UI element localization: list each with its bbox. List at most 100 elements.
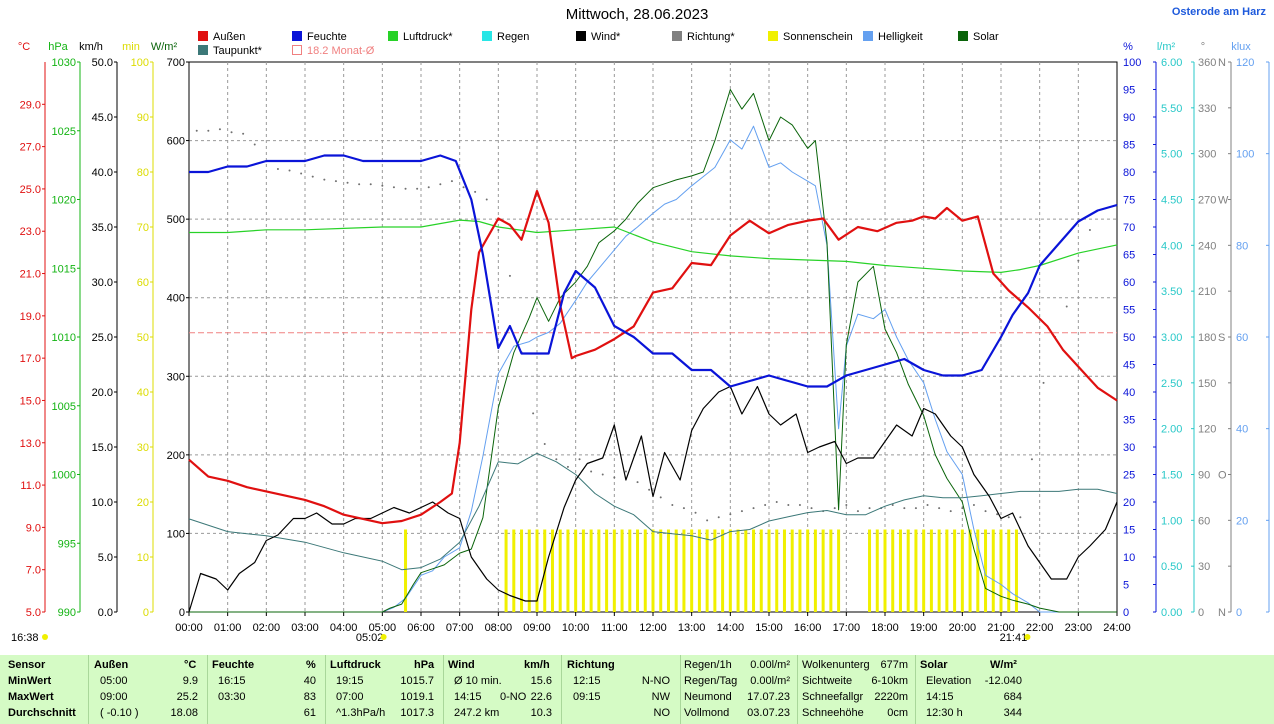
legend-swatch <box>292 31 302 41</box>
direction-point <box>1007 516 1010 519</box>
footer-luftdruck-unit: hPa <box>414 659 435 671</box>
legend-label: 18.2 Monat-Ø <box>307 45 375 57</box>
sunshine-bar <box>1014 529 1018 612</box>
sunshine-bar <box>767 529 771 612</box>
y-tick-label-rain: 2.50 <box>1161 378 1182 390</box>
footer-solar-val: 344 <box>1003 707 1022 719</box>
direction-point <box>253 143 256 146</box>
legend-swatch <box>576 31 586 41</box>
x-tick-label: 13:00 <box>678 622 706 634</box>
sunshine-bar <box>728 529 732 612</box>
sunshine-bar <box>690 529 694 612</box>
footer-wind-val: 15.6 <box>530 675 552 687</box>
sunshine-bar <box>697 529 701 612</box>
sunshine-bar <box>782 529 786 612</box>
y-tick-label-rain: 5.50 <box>1161 103 1182 115</box>
x-tick-label: 11:00 <box>601 622 628 634</box>
y-tick-label-brightness: 0 <box>1236 607 1242 619</box>
y-tick-label-sunshine: 40 <box>137 387 149 399</box>
direction-point <box>694 511 697 514</box>
y-tick-label-temp: 15.0 <box>20 395 41 407</box>
x-tick-label: 21:00 <box>987 622 1015 634</box>
y-tick-label-sunshine: 30 <box>137 442 149 454</box>
footer-richt-val: NW <box>651 691 670 703</box>
sunshine-bar <box>976 529 980 612</box>
legend-swatch <box>292 45 302 55</box>
y-tick-label-wind: 30.0 <box>92 277 113 289</box>
y-tick-label-pressure: 1015 <box>52 263 76 275</box>
footer-label: MinWert <box>8 675 52 687</box>
y-axis-unit-pressure: hPa <box>48 41 68 53</box>
y-axis-unit-brightness: klux <box>1231 41 1251 53</box>
y-tick-label-pressure: 1020 <box>52 195 76 207</box>
y-tick-label-pressure: 995 <box>58 538 76 550</box>
legend-item: Solar <box>958 31 999 43</box>
sunshine-bar <box>759 529 763 612</box>
sunshine-bar <box>581 529 585 612</box>
footer-druck-val: 1019.1 <box>400 691 434 703</box>
direction-point <box>682 507 685 510</box>
y-tick-label-direction: 330 <box>1198 103 1216 115</box>
series-line-helligkeit <box>189 125 1117 613</box>
x-tick-label: 15:00 <box>755 622 783 634</box>
footer-extra-b-label: Schneefallgr <box>802 691 864 703</box>
y-tick-label-rain: 6.00 <box>1161 57 1182 69</box>
sunshine-bar <box>929 529 933 612</box>
legend-label: Helligkeit <box>878 31 923 43</box>
current-time-icon <box>42 634 48 640</box>
footer-druck-time: ^1.3hPa/h <box>336 707 386 719</box>
y-tick-label-direction: 300 <box>1198 149 1216 161</box>
sunshine-bar <box>806 529 810 612</box>
y-tick-label-rain: 2.00 <box>1161 424 1182 436</box>
direction-point <box>590 470 593 473</box>
direction-point <box>845 504 848 507</box>
direction-point <box>485 198 488 201</box>
y-tick-label-rain: 4.00 <box>1161 240 1182 252</box>
direction-point <box>1065 305 1068 308</box>
footer-luftdruck-header: Luftdruck <box>330 659 381 671</box>
y-tick-label-temp: 23.0 <box>20 226 41 238</box>
sunshine-bar <box>991 529 995 612</box>
sunshine-bar <box>775 529 779 612</box>
y-tick-label-direction: 180 <box>1198 332 1216 344</box>
y-tick-label-humidity: 65 <box>1123 250 1135 262</box>
y-tick-label-brightness: 60 <box>1236 332 1248 344</box>
direction-point <box>659 496 662 499</box>
footer-solar-val: -12.040 <box>984 675 1022 687</box>
y-tick-label-direction: 210 <box>1198 286 1216 298</box>
footer-richt-time: 12:15 <box>573 675 601 687</box>
direction-point <box>949 510 952 513</box>
page-title: Mittwoch, 28.06.2023 <box>565 6 709 23</box>
direction-point <box>300 172 303 175</box>
direction-point <box>613 476 616 479</box>
y-tick-label-wind: 45.0 <box>92 112 113 124</box>
sunshine-bar <box>666 529 670 612</box>
legend-swatch <box>672 31 682 41</box>
y-tick-label-sunshine: 50 <box>137 332 149 344</box>
footer-druck-time: 07:00 <box>336 691 364 703</box>
x-tick-label: 24:00 <box>1103 622 1131 634</box>
y-tick-label-humidity: 25 <box>1123 470 1135 482</box>
sunshine-bar <box>914 529 918 612</box>
direction-point <box>532 412 535 415</box>
y-tick-label-solar: 600 <box>167 136 185 148</box>
legend-swatch <box>388 31 398 41</box>
legend-swatch <box>768 31 778 41</box>
footer-feuchte-time: 16:15 <box>218 675 246 687</box>
sunshine-bar <box>597 529 601 612</box>
direction-point <box>752 507 755 510</box>
footer-feuchte-unit: % <box>306 659 316 671</box>
footer-sensor-header: Sensor <box>8 659 46 671</box>
direction-point <box>427 186 430 189</box>
x-tick-label: 04:00 <box>330 622 358 634</box>
footer-solar-time: 12:30 h <box>926 707 963 719</box>
footer-aussen-time: ( -0.10 ) <box>100 707 139 719</box>
y-tick-label-humidity: 100 <box>1123 57 1141 69</box>
direction-point <box>1042 381 1045 384</box>
y-tick-label-rain: 5.00 <box>1161 149 1182 161</box>
legend-swatch <box>863 31 873 41</box>
direction-point <box>462 186 465 189</box>
footer-wind-val: 10.3 <box>530 707 552 719</box>
direction-point <box>996 513 999 516</box>
sunshine-bar <box>620 529 624 612</box>
